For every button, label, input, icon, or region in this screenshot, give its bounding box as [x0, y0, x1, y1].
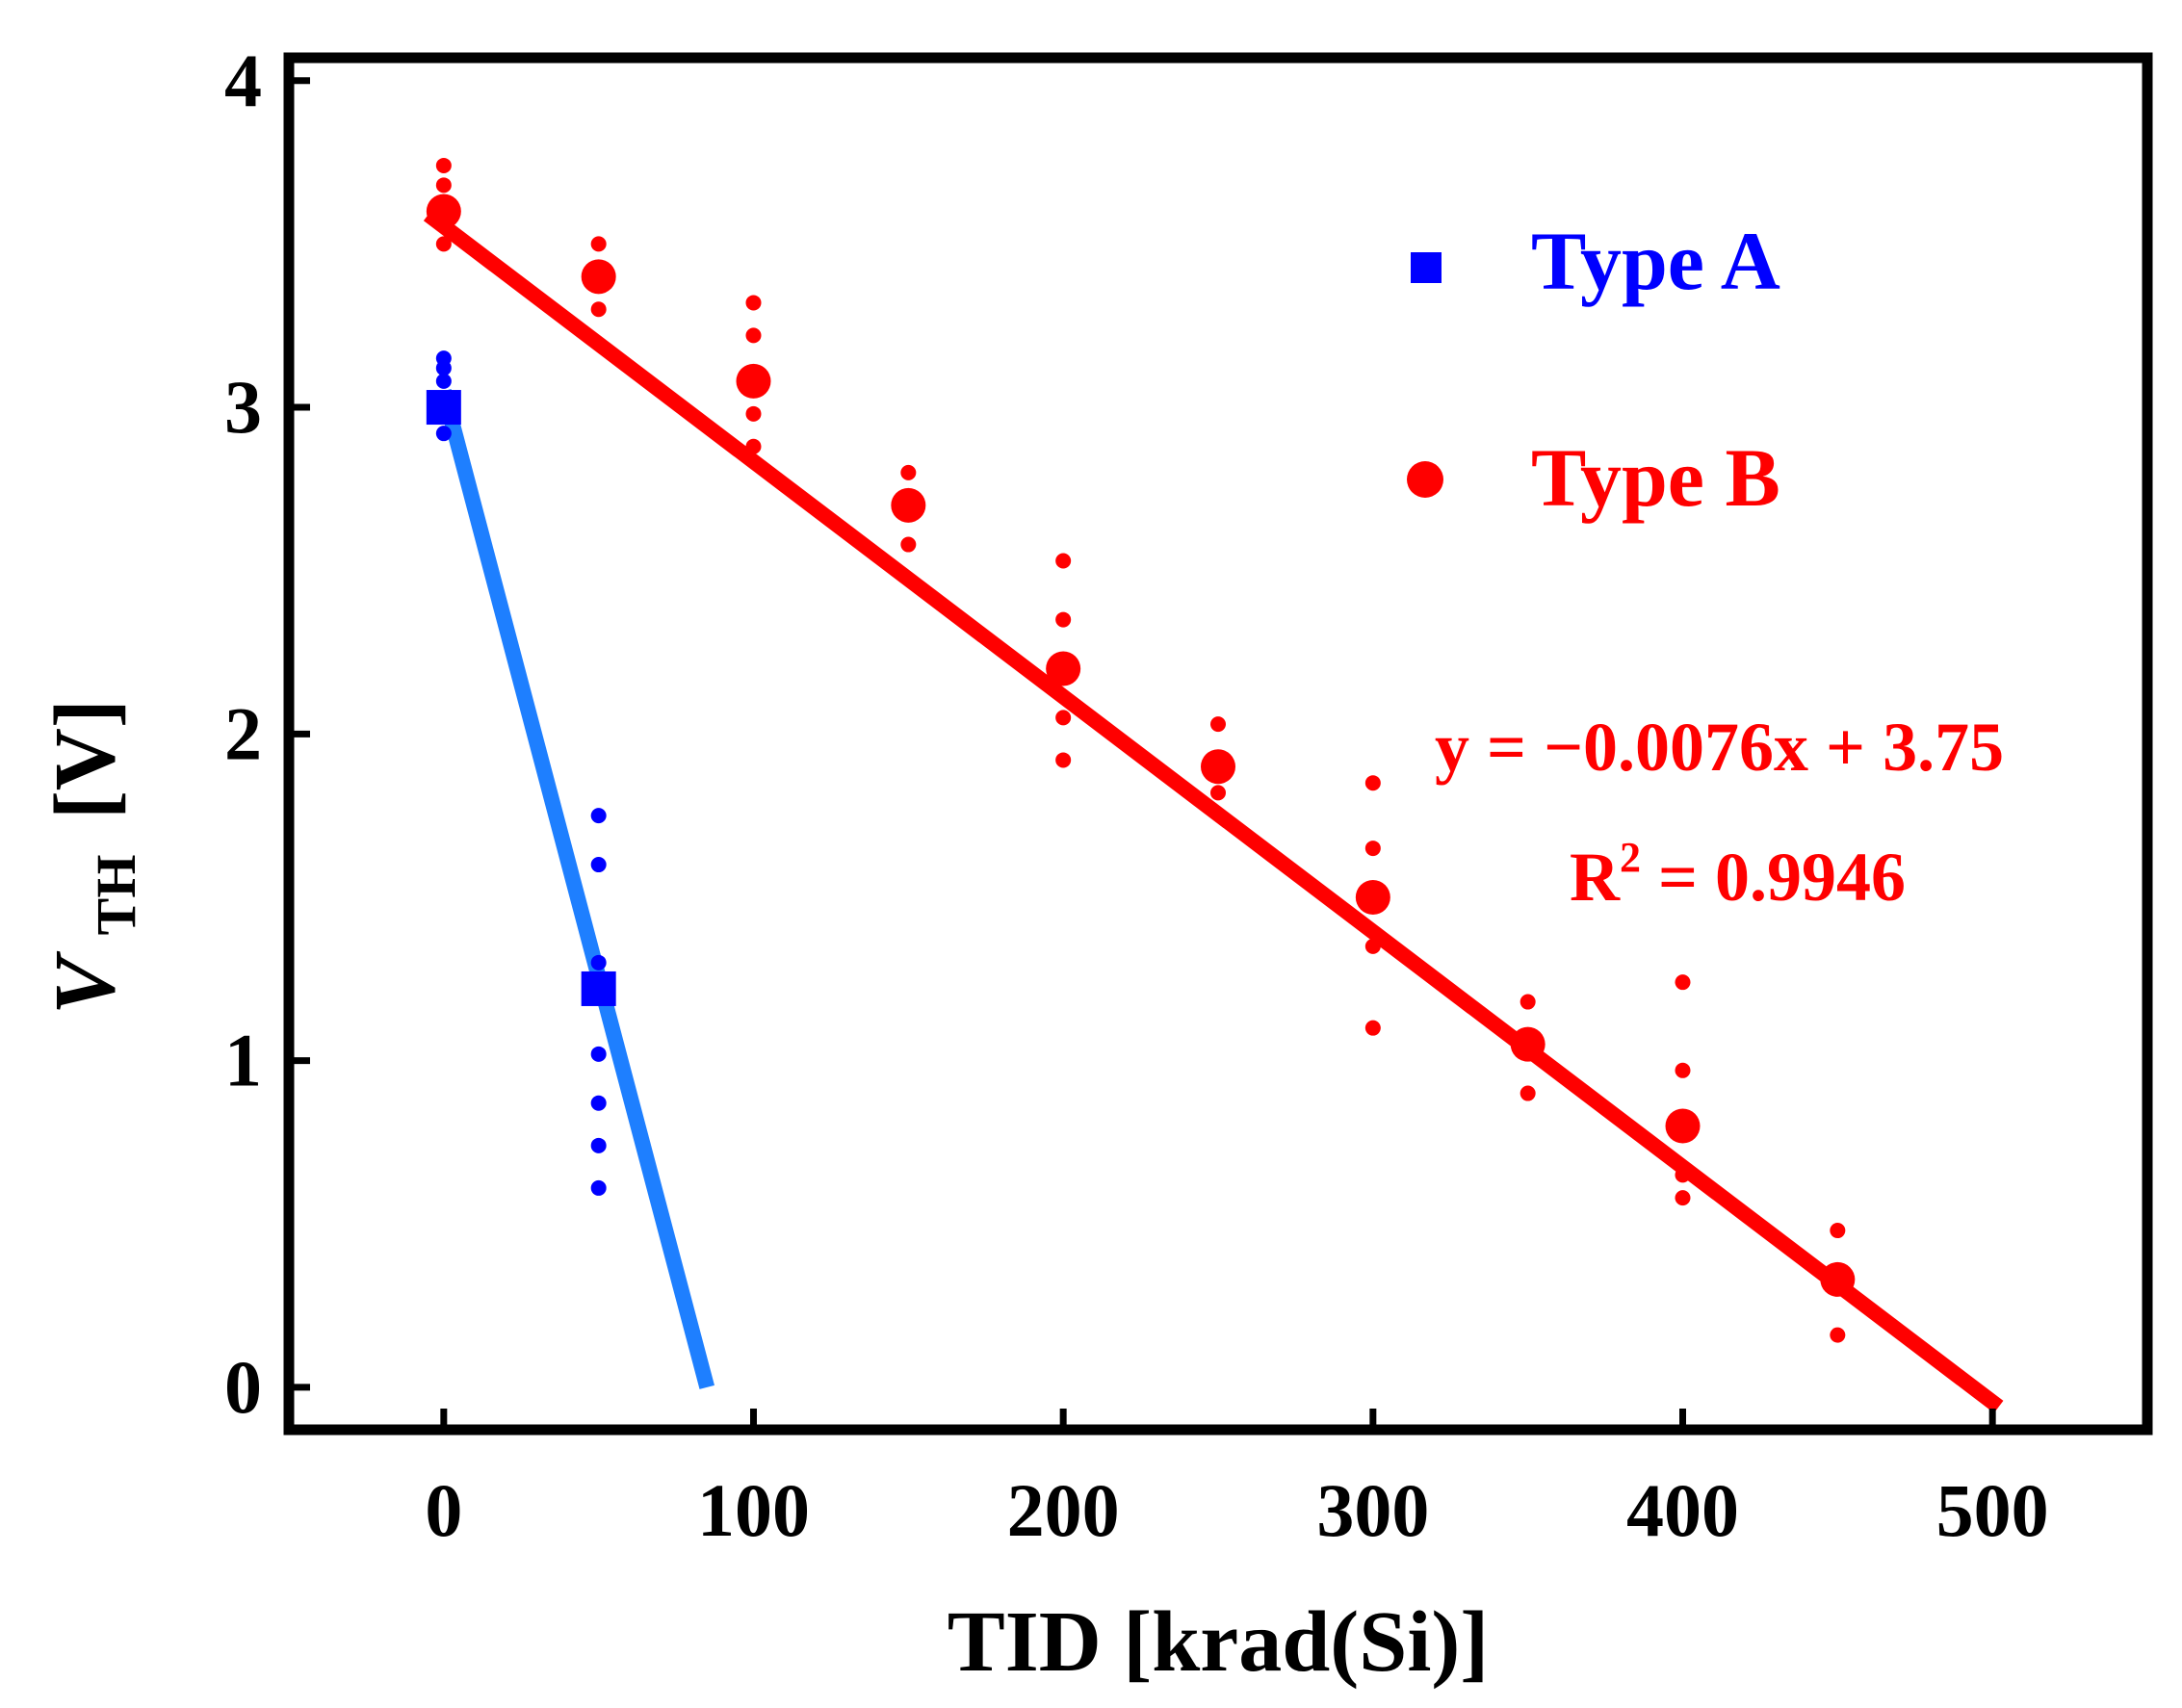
type-a-sample-point	[590, 1046, 607, 1062]
type-a-sample-point	[435, 360, 452, 376]
type-a-sample-point	[590, 1179, 607, 1196]
type-a-mean-point	[426, 390, 461, 426]
type-b-sample-point	[1364, 775, 1381, 791]
type-b-sample-point	[900, 536, 917, 553]
type-b-sample-point	[590, 301, 607, 318]
type-b-mean-point	[581, 259, 616, 295]
type-b-sample-point	[1830, 1327, 1846, 1343]
type-b-fit-line	[423, 208, 2004, 1413]
y-axis-title-unit: [V]	[38, 699, 133, 819]
type-b-sample-point	[1675, 974, 1691, 991]
y-axis-title: V TH [V]	[38, 699, 154, 1015]
type-b-sample-point	[1055, 553, 1072, 569]
type-b-mean-point	[426, 194, 461, 229]
y-axis-title-main: V	[38, 950, 133, 1015]
legend: Type A Type B	[1407, 215, 1780, 524]
x-tick-label: 200	[1007, 1468, 1120, 1552]
type-a-sample-point	[590, 857, 607, 873]
y-tick-label: 2	[224, 691, 262, 775]
type-b-sample-point	[745, 295, 762, 311]
type-a-mean-point	[581, 970, 616, 1006]
type-b-sample-point	[745, 405, 762, 422]
x-tick-label: 100	[697, 1468, 810, 1552]
type-b-sample-point	[1520, 994, 1536, 1010]
type-b-mean-point	[1201, 749, 1235, 785]
type-b-sample-point	[1055, 611, 1072, 628]
plot-frame	[283, 52, 2153, 1436]
type-b-mean-point	[1510, 1026, 1546, 1062]
type-a-sample-point	[435, 426, 452, 442]
y-axis-title-subscript: TH	[85, 855, 147, 936]
x-tick-label: 300	[1316, 1468, 1429, 1552]
type-b-sample-point	[745, 327, 762, 344]
mean-points	[426, 194, 1856, 1297]
fit-equation: y = −0.0076x + 3.75	[1435, 709, 2004, 786]
type-b-sample-point	[1520, 1085, 1536, 1101]
y-tick-label: 3	[224, 365, 262, 449]
type-b-sample-point	[745, 438, 762, 454]
svg-text:V TH [V]: V TH [V]	[38, 699, 154, 1015]
type-b-sample-point	[1364, 841, 1381, 857]
type-b-sample-point	[1364, 938, 1381, 954]
type-a-sample-point	[590, 1137, 607, 1153]
x-tick-label: 500	[1936, 1468, 2049, 1552]
type-b-sample-point	[435, 236, 452, 252]
y-axis-ticks: 0 1 2 3 4	[224, 39, 310, 1429]
type-b-sample-point	[1675, 1190, 1691, 1206]
y-tick-label: 0	[224, 1345, 262, 1429]
type-b-mean-point	[891, 487, 926, 523]
type-a-sample-point	[590, 954, 607, 970]
type-b-sample-point	[1055, 752, 1072, 768]
type-b-sample-point	[1364, 1020, 1381, 1036]
type-b-mean-point	[1355, 879, 1390, 915]
x-tick-label: 0	[425, 1468, 462, 1552]
legend-label-type-b: Type B	[1531, 431, 1780, 524]
type-b-sample-point	[435, 177, 452, 194]
type-b-mean-point	[1046, 651, 1081, 686]
type-b-mean-point	[1820, 1261, 1856, 1297]
type-b-sample-point	[1675, 1167, 1691, 1183]
spread-points	[435, 157, 1846, 1343]
r-squared-superscript: 2	[1620, 834, 1641, 881]
legend-label-type-a: Type A	[1531, 215, 1780, 307]
type-b-sample-point	[435, 157, 452, 173]
type-b-sample-point	[1210, 785, 1226, 801]
type-b-sample-point	[1210, 716, 1226, 733]
x-axis-ticks: 0 100 200 300 400 500	[425, 1409, 2049, 1552]
type-b-mean-point	[736, 363, 771, 399]
r-squared-label: R	[1570, 839, 1621, 916]
fit-lines	[423, 208, 2004, 1413]
legend-marker-type-b	[1407, 461, 1443, 498]
y-tick-label: 1	[224, 1019, 262, 1102]
legend-marker-type-a	[1411, 252, 1442, 283]
x-tick-label: 400	[1626, 1468, 1739, 1552]
r-squared-value: = 0.9946	[1641, 839, 1906, 916]
type-b-sample-point	[1830, 1223, 1846, 1239]
type-a-sample-point	[590, 1095, 607, 1111]
type-b-mean-point	[1665, 1108, 1701, 1144]
type-a-fit-line	[436, 389, 714, 1389]
type-b-sample-point	[1055, 710, 1072, 726]
type-b-sample-point	[900, 464, 917, 480]
y-tick-label: 4	[224, 39, 262, 122]
r-squared: R2 = 0.9946	[1570, 834, 1906, 916]
type-b-sample-point	[590, 236, 607, 252]
type-a-sample-point	[590, 808, 607, 824]
type-b-sample-point	[1675, 1062, 1691, 1078]
type-a-sample-point	[435, 373, 452, 389]
x-axis-title: TID [krad(Si)]	[948, 1594, 1490, 1690]
